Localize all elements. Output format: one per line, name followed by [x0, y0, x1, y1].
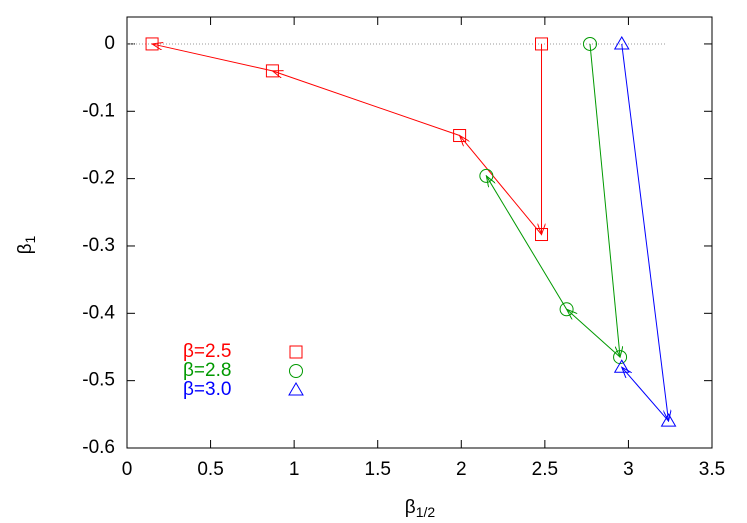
- x-tick-label: 1: [289, 459, 300, 480]
- marker-circle: [479, 168, 494, 183]
- legend-label: β=2.5: [183, 341, 231, 362]
- arrow: [589, 43, 620, 357]
- y-label-main: β: [15, 243, 36, 254]
- plot-frame: [126, 16, 713, 449]
- marker-triangle: [613, 359, 630, 373]
- legend-marker: [289, 345, 303, 359]
- marker-triangle: [613, 35, 630, 50]
- x-tick-label: 1.5: [365, 459, 391, 480]
- legend-marker: [288, 382, 304, 396]
- marker-circle: [582, 36, 597, 51]
- x-tick-label: 3: [623, 459, 634, 480]
- x-tick-label: 0.5: [197, 459, 223, 480]
- arrow: [272, 71, 460, 136]
- arrow: [486, 176, 568, 310]
- x-label-sub: 1/2: [416, 504, 436, 520]
- marker-triangle: [660, 413, 677, 427]
- marker-square: [535, 37, 549, 51]
- marker-circle: [559, 302, 574, 317]
- y-tick-label: -0.6: [82, 437, 115, 458]
- y-tick-label: -0.2: [82, 168, 115, 189]
- x-tick-label: 0: [122, 459, 133, 480]
- arrow: [621, 43, 669, 421]
- legend-label: β=3.0: [183, 379, 231, 400]
- marker-square: [535, 228, 549, 242]
- x-tick-label: 2: [456, 459, 467, 480]
- x-tick-label: 3.5: [699, 459, 725, 480]
- x-tick-label: 2.5: [532, 459, 558, 480]
- y-tick-label: -0.3: [82, 235, 115, 256]
- x-axis-label: β1/2: [405, 497, 436, 520]
- y-tick-label: -0.1: [82, 100, 115, 121]
- y-tick-label: 0: [104, 33, 115, 54]
- marker-square: [265, 64, 279, 78]
- y-label-sub: 1: [22, 235, 38, 243]
- y-tick-label: -0.4: [82, 302, 115, 323]
- marker-square: [145, 37, 159, 51]
- marker-square: [453, 129, 467, 143]
- arrow: [622, 367, 669, 422]
- legend-marker: [289, 364, 303, 378]
- x-label-main: β: [405, 497, 416, 518]
- arrow: [460, 136, 542, 235]
- y-tick-label: -0.5: [82, 370, 115, 391]
- y-axis-label: β1: [15, 235, 38, 254]
- legend-label: β=2.8: [183, 360, 231, 381]
- arrow: [152, 44, 273, 72]
- arrow: [567, 309, 621, 358]
